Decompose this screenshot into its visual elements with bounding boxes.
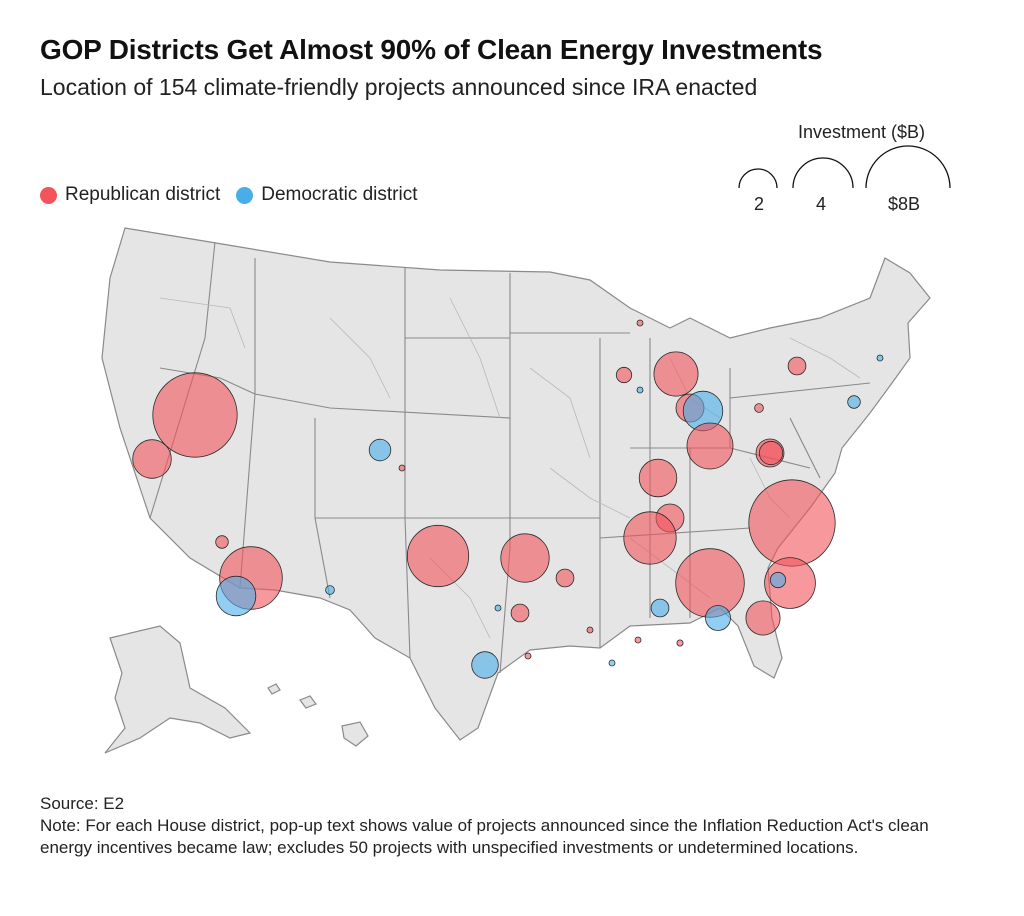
size-legend-title: Investment ($B) [798,122,926,142]
district-line [789,337,861,379]
alaska-shape [104,625,252,754]
size-arc-4 [792,157,854,189]
hawaii-shape-1 [267,683,281,695]
size-legend-arcs [738,145,951,189]
bubble-atlanta[interactable] [650,598,670,618]
bubble-northern-colorado[interactable] [368,438,392,462]
democratic-swatch-icon [236,186,254,204]
bubble-colorado[interactable] [398,464,406,472]
bubble-tennessee[interactable] [623,511,677,565]
legend-republican-label: Republican district [65,184,221,205]
size-label-4: 4 [816,194,827,214]
legend-democratic[interactable]: Democratic district [236,184,418,206]
bubble-west-virginia[interactable] [758,440,784,466]
bubble-mississippi-south[interactable] [634,636,642,644]
border-line [254,393,511,419]
bubble-oklahoma-west[interactable] [406,524,470,588]
us-map [30,218,990,773]
note-text: Note: For each House district, pop-up te… [40,816,929,857]
bubble-pennsylvania[interactable] [754,403,764,413]
bubble-northern-nevada[interactable] [152,372,238,458]
bubble-new-england[interactable] [876,354,884,362]
state-borders [149,241,871,674]
bubble-south-carolina[interactable] [764,557,816,609]
bubble-northern-minnesota[interactable] [636,319,644,327]
border-line [789,417,821,479]
bubble-new-jersey[interactable] [847,395,861,409]
legend-democratic-label: Democratic district [261,184,418,205]
bubble-georgia[interactable] [675,548,745,618]
chart-footer: Source: E2 Note: For each House district… [40,793,980,859]
contiguous-us-shape [101,227,931,741]
district-line [529,367,591,459]
party-legend: Republican district Democratic district [40,184,418,206]
size-legend: Investment ($B) 2 4 $8B [720,118,970,218]
hawaii-shape-2 [299,695,317,709]
republican-swatch-icon [40,186,57,204]
bubble-new-york[interactable] [787,356,807,376]
bubble-southern-nevada[interactable] [215,535,229,549]
us-map-svg [101,227,931,754]
bubble-dallas[interactable] [494,604,502,612]
bubble-arkansas[interactable] [555,568,575,588]
bubble-louisiana[interactable] [586,626,594,634]
bubble-savannah[interactable] [705,605,731,631]
bubble-south-texas[interactable] [524,652,532,660]
size-arc-2 [738,168,778,189]
chart-subtitle: Location of 154 climate-friendly project… [40,74,758,100]
district-line [159,297,246,349]
size-label-2: 2 [754,194,765,214]
bubble-new-orleans[interactable] [608,659,616,667]
border-line [729,382,871,399]
source-line: Source: E2 [40,794,125,813]
bubble-illinois-south[interactable] [638,458,678,498]
bubble-florida-north[interactable] [745,600,781,636]
size-label-8: $8B [888,194,921,214]
district-line [449,297,501,419]
hawaii-shape-3 [341,721,369,747]
bubble-oklahoma-east[interactable] [500,533,550,583]
district-line [329,317,391,399]
legend-republican[interactable]: Republican district [40,184,220,206]
bubble-new-mexico[interactable] [325,585,335,595]
bubble-alabama[interactable] [769,571,787,589]
bubble-alabama-south[interactable] [676,639,684,647]
chart-title: GOP Districts Get Almost 90% of Clean En… [40,34,823,65]
bubble-wisconsin[interactable] [615,366,633,384]
bubble-western-michigan[interactable] [653,351,699,397]
land-layer [101,227,931,754]
district-line [549,467,631,519]
size-arc-8 [865,145,951,189]
bubble-austin[interactable] [471,651,499,679]
bubble-east-texas[interactable] [510,603,530,623]
investment-bubbles [132,319,884,679]
bubble-north-carolina[interactable] [748,479,836,567]
border-line [159,367,256,395]
bubble-southern-arizona[interactable] [215,575,257,617]
bubble-indiana[interactable] [686,422,734,470]
bubble-northern-california[interactable] [132,439,172,479]
bubble-green-bay[interactable] [636,386,644,394]
